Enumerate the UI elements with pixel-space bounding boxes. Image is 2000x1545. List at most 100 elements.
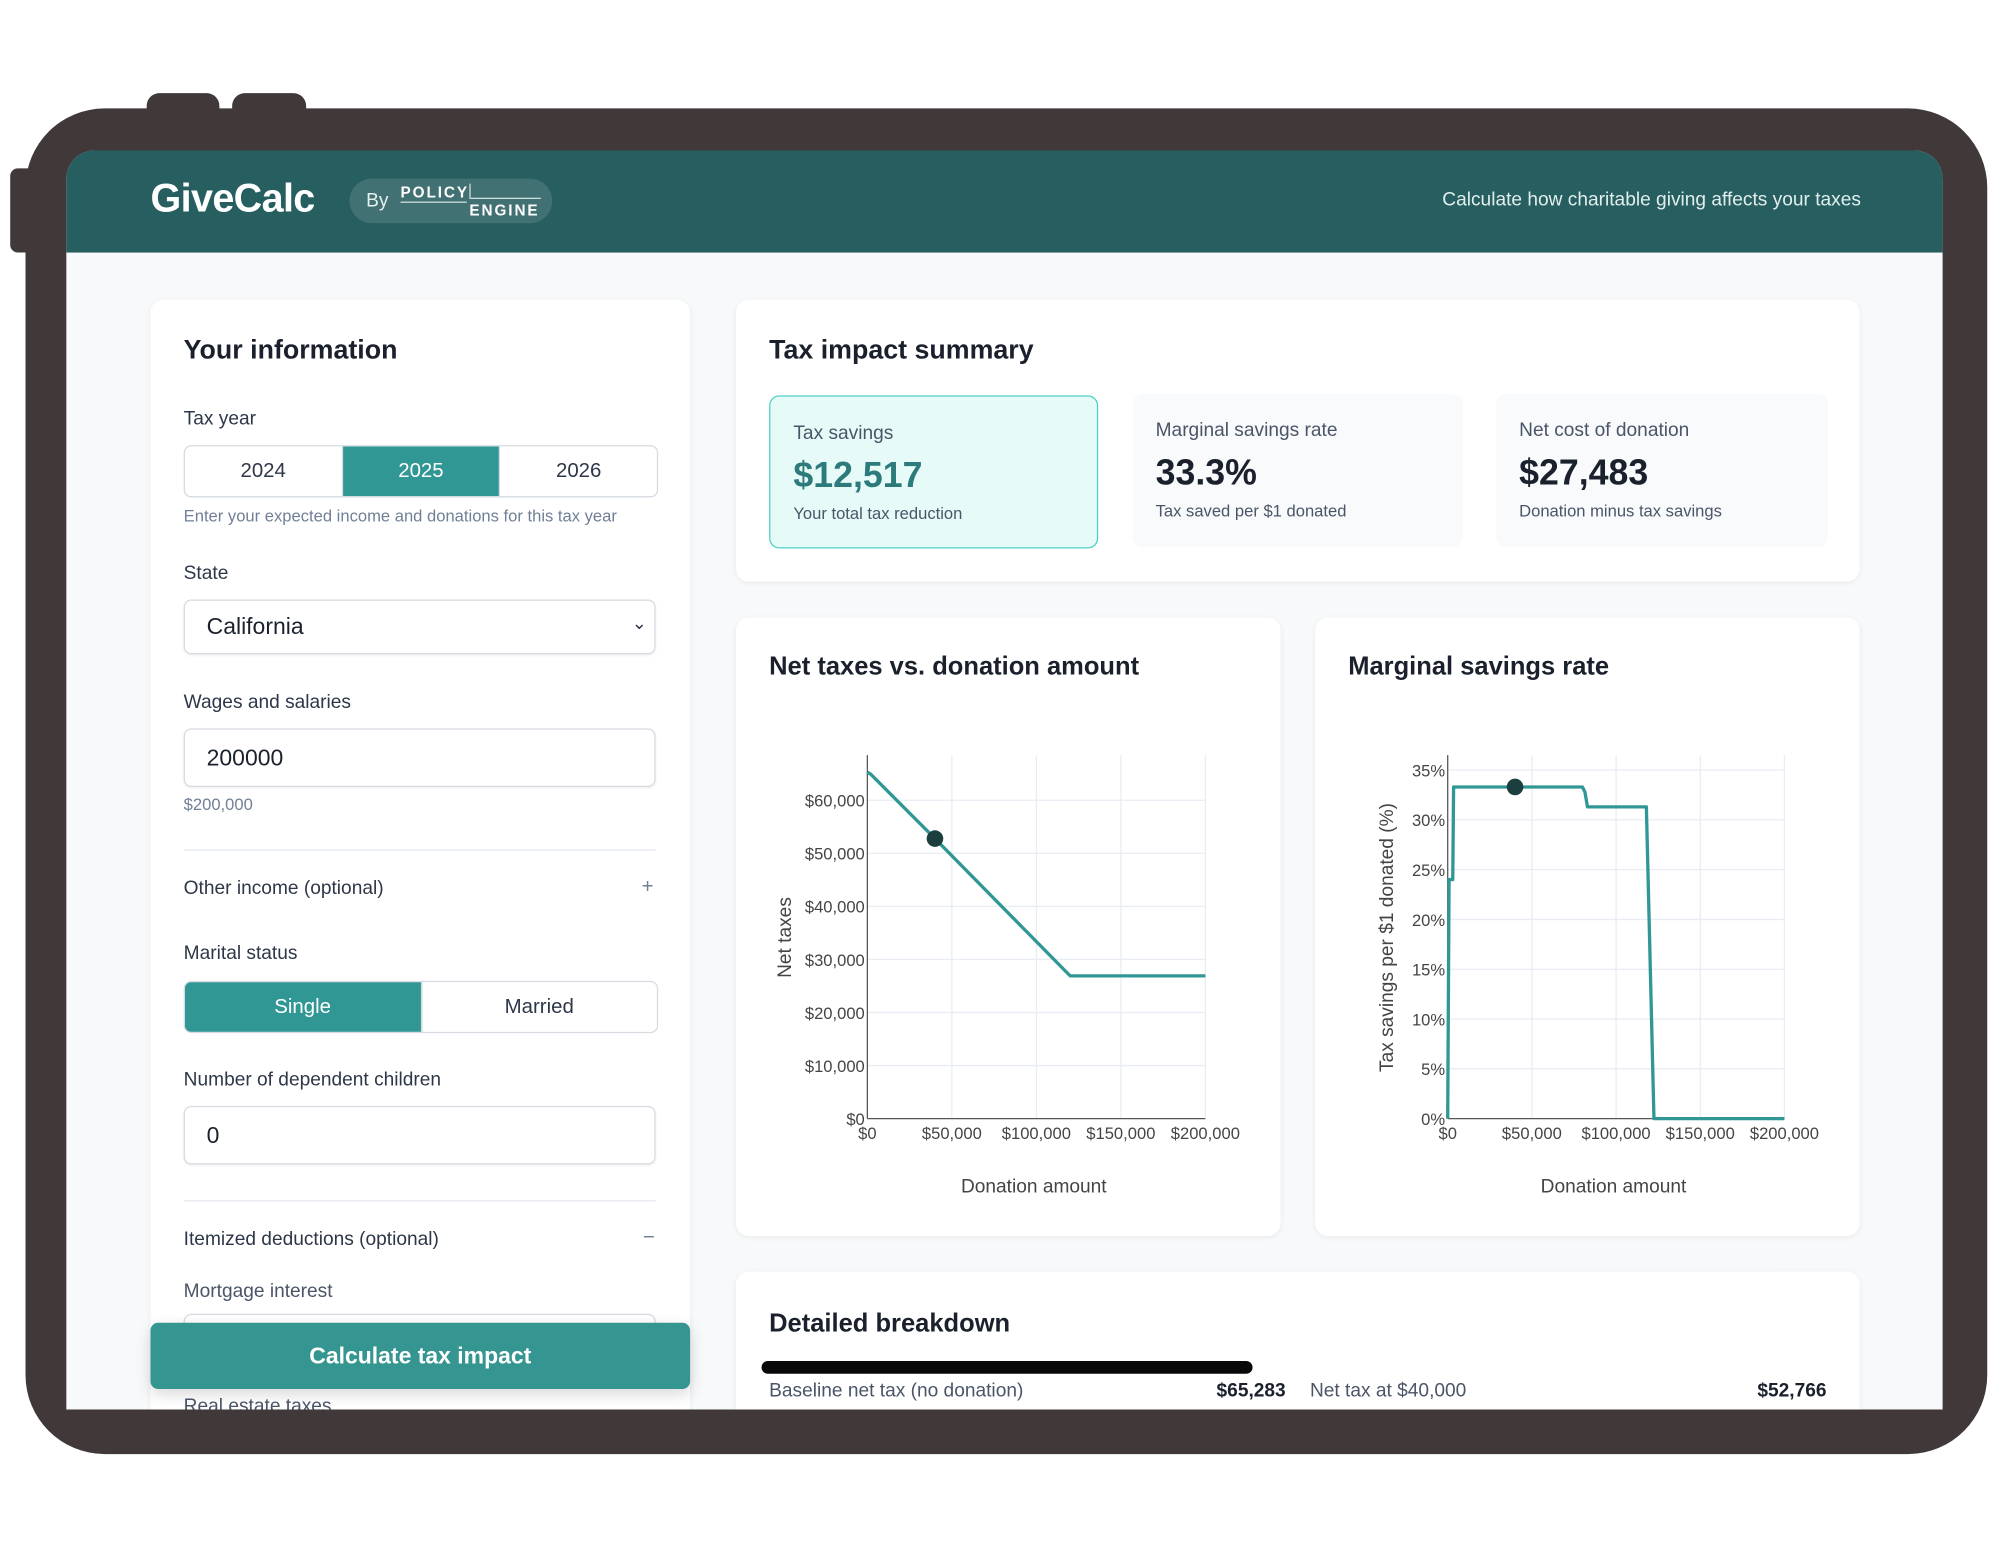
y-tick-label: $10,000 <box>805 1057 865 1076</box>
chevron-down-icon: ⌄ <box>631 612 647 633</box>
series-line <box>1446 785 1785 1121</box>
detailed-breakdown-card: Detailed breakdown Baseline net tax (no … <box>735 1271 1860 1410</box>
metric-sub: Donation minus tax savings <box>1519 501 1722 521</box>
tax-impact-summary-card: Tax impact summary Tax savings $12,517 Y… <box>735 299 1860 582</box>
real-estate-label: Real estate taxes <box>183 1395 332 1410</box>
tagline: Calculate how charitable giving affects … <box>1442 188 1861 211</box>
metric-net-cost: Net cost of donation $27,483 Donation mi… <box>1496 394 1828 548</box>
net-taxes-chart-card: Net taxes vs. donation amount $0 $50,000 $… <box>735 617 1281 1236</box>
marital-single[interactable]: Single <box>184 982 422 1032</box>
y-tick-label: 35% <box>1412 761 1445 780</box>
marital-status-selector: Single Married <box>183 980 659 1034</box>
calculate-button[interactable]: Calculate tax impact <box>150 1322 691 1390</box>
y-tick-label: 20% <box>1412 911 1445 930</box>
children-label: Number of dependent children <box>183 1068 442 1091</box>
x-tick-label: $0 <box>1438 1124 1456 1143</box>
marital-married[interactable]: Married <box>504 995 574 1018</box>
horizontal-scrollbar[interactable] <box>761 1360 1253 1374</box>
metric-sub: Tax saved per $1 donated <box>1155 501 1347 521</box>
app-screen: GiveCalc By POLICY ENGINE Calculate how … <box>66 150 1943 1410</box>
marginal-rate-chart[interactable]: $0 $50,000 $100,000 $150,000 $200,000 0% 5% 10%… <box>1315 617 1860 1236</box>
x-tick-label: $50,000 <box>1502 1124 1562 1143</box>
itemized-deductions-toggle[interactable]: Itemized deductions (optional) <box>183 1228 439 1250</box>
divider <box>183 849 656 851</box>
app-title[interactable]: GiveCalc <box>150 176 316 221</box>
y-tick-label: $20,000 <box>805 1004 865 1023</box>
chart-title: Net taxes vs. donation amount <box>769 653 1140 682</box>
breakdown-label: Baseline net tax (no donation) <box>769 1380 1024 1402</box>
divider <box>183 1200 656 1202</box>
your-information-card: Your information Tax year 2024 2025 2026… <box>150 299 691 1410</box>
metric-marginal-rate: Marginal savings rate 33.3% Tax saved pe… <box>1132 394 1464 548</box>
tax-year-2025[interactable]: 2025 <box>342 446 501 497</box>
wages-formatted: $200,000 <box>183 794 253 814</box>
y-tick-label: 5% <box>1421 1060 1445 1079</box>
wages-input[interactable]: 200000 <box>183 728 656 787</box>
mortgage-label: Mortgage interest <box>183 1280 333 1303</box>
y-tick-label: 25% <box>1412 861 1445 880</box>
plus-icon[interactable]: + <box>641 876 654 898</box>
minus-icon[interactable]: − <box>642 1227 655 1249</box>
breakdown-title: Detailed breakdown <box>769 1309 1011 1339</box>
breakdown-value: $65,283 <box>1216 1380 1286 1402</box>
current-donation-marker <box>926 830 944 847</box>
y-axis-label: Tax savings per $1 donated (%) <box>1377 803 1398 1072</box>
form-title: Your information <box>183 335 398 365</box>
logo-rule <box>470 197 541 199</box>
metric-value: $12,517 <box>793 455 923 495</box>
x-axis-label: Donation amount <box>961 1177 1107 1198</box>
breakdown-label: Net tax at $40,000 <box>1309 1380 1467 1402</box>
y-tick-label: $50,000 <box>805 845 865 864</box>
net-taxes-chart[interactable]: $0 $50,000 $100,000 $150,000 $200,000 $0 $10,0… <box>736 617 1281 1236</box>
x-tick-label: $50,000 <box>922 1124 982 1143</box>
chart-title: Marginal savings rate <box>1348 653 1610 682</box>
y-tick-label: $40,000 <box>805 898 865 917</box>
logo-rule <box>400 201 467 203</box>
tax-year-hint: Enter your expected income and donations… <box>183 506 617 526</box>
tax-year-2026[interactable]: 2026 <box>555 459 602 482</box>
metric-label: Net cost of donation <box>1519 419 1690 442</box>
tax-year-selector: 2024 2025 2026 <box>183 445 659 498</box>
wages-label: Wages and salaries <box>183 691 352 714</box>
y-tick-label: $60,000 <box>805 792 865 811</box>
state-label: State <box>183 562 229 585</box>
summary-title: Tax impact summary <box>769 335 1034 365</box>
x-tick-label: $200,000 <box>1171 1124 1240 1143</box>
breakdown-value: $52,766 <box>1757 1380 1827 1402</box>
y-tick-label: 30% <box>1412 811 1445 830</box>
x-axis-label: Donation amount <box>1541 1177 1687 1198</box>
policyengine-logo-line1: POLICY <box>400 183 469 202</box>
metric-value: 33.3% <box>1155 452 1257 493</box>
y-axis-label: Net taxes <box>775 897 796 978</box>
y-tick-label: $30,000 <box>805 951 865 970</box>
children-input[interactable]: 0 <box>183 1105 656 1165</box>
marital-status-label: Marital status <box>183 942 298 965</box>
y-tick-label: $0 <box>846 1110 864 1129</box>
x-tick-label: $0 <box>858 1124 876 1143</box>
x-tick-label: $200,000 <box>1750 1124 1819 1143</box>
current-donation-marker <box>1506 778 1524 796</box>
metric-value: $27,483 <box>1519 452 1649 493</box>
metric-label: Tax savings <box>793 422 894 444</box>
badge-by: By <box>366 190 389 212</box>
x-tick-label: $150,000 <box>1666 1124 1735 1143</box>
tax-year-2024[interactable]: 2024 <box>185 446 343 497</box>
y-tick-label: 15% <box>1412 961 1445 980</box>
x-tick-label: $100,000 <box>1581 1124 1650 1143</box>
app-header: GiveCalc By POLICY ENGINE Calculate how … <box>66 150 1943 253</box>
x-tick-label: $100,000 <box>1002 1124 1071 1143</box>
marginal-rate-chart-card: Marginal savings rate $0 $50,000 $100,000 $… <box>1315 617 1860 1236</box>
logo-rule <box>469 183 471 199</box>
policyengine-logo-line2: ENGINE <box>469 201 540 220</box>
metric-tax-savings: Tax savings $12,517 Your total tax reduc… <box>769 395 1099 549</box>
tax-year-label: Tax year <box>183 408 256 430</box>
metric-label: Marginal savings rate <box>1155 419 1338 442</box>
other-income-toggle[interactable]: Other income (optional) <box>183 877 384 900</box>
metric-sub: Your total tax reduction <box>793 503 963 523</box>
y-tick-label: 0% <box>1421 1110 1445 1129</box>
y-tick-label: 10% <box>1412 1010 1445 1029</box>
policyengine-badge[interactable]: By POLICY ENGINE <box>349 178 553 224</box>
x-tick-label: $150,000 <box>1086 1124 1155 1143</box>
state-select[interactable]: California ⌄ <box>183 599 656 655</box>
state-value: California <box>206 613 304 640</box>
